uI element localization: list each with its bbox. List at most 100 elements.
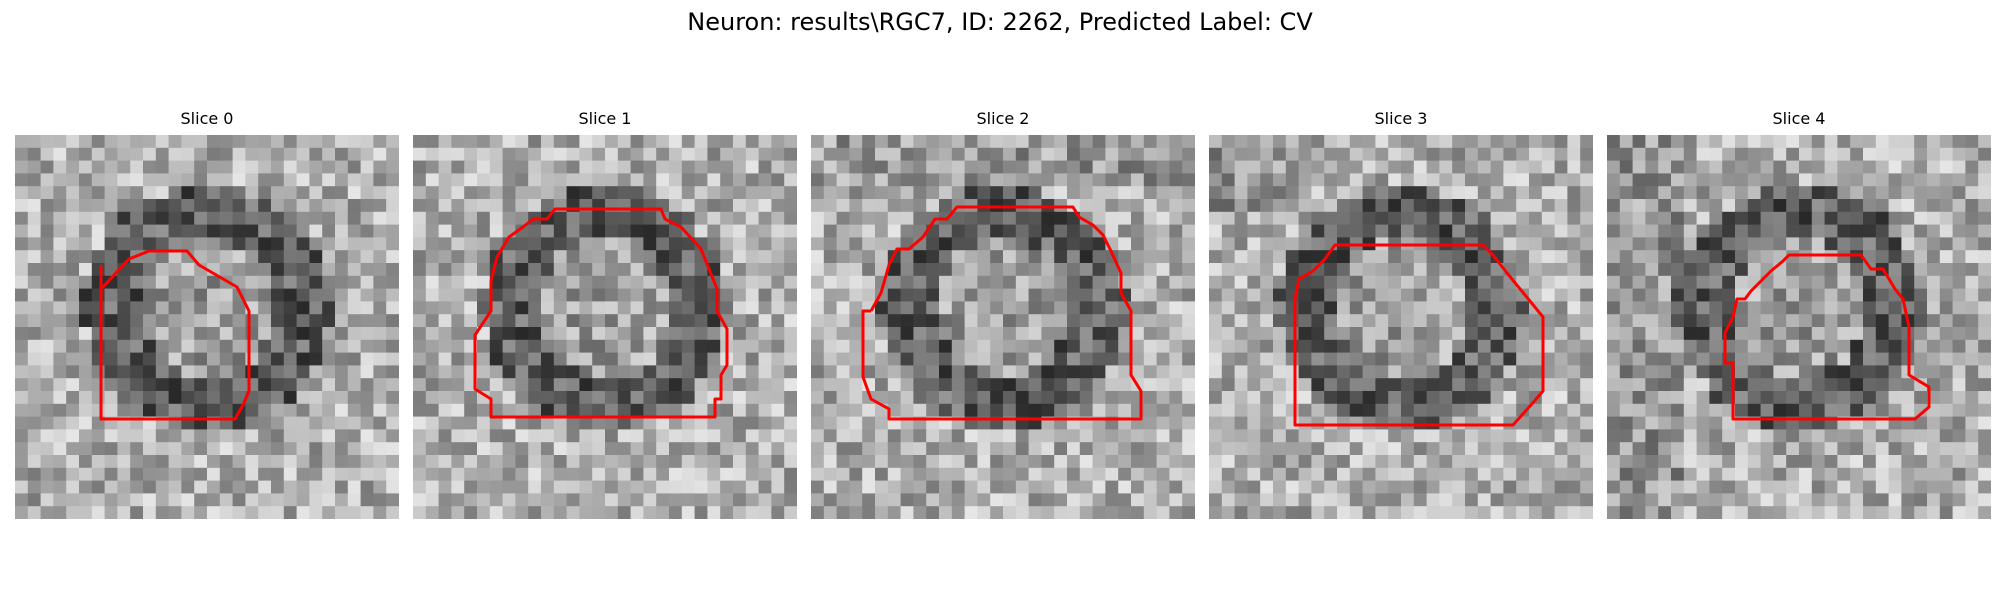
- image-pixel: [15, 173, 29, 187]
- image-pixel: [720, 237, 734, 251]
- image-pixel: [1965, 263, 1979, 277]
- image-pixel: [1003, 327, 1017, 341]
- image-pixel: [977, 275, 991, 290]
- image-pixel: [630, 135, 644, 149]
- image-pixel: [1401, 211, 1415, 226]
- image-pixel: [1413, 506, 1428, 519]
- image-pixel: [951, 160, 966, 174]
- image-pixel: [373, 263, 387, 277]
- image-pixel: [413, 442, 427, 456]
- image-pixel: [875, 263, 889, 277]
- image-pixel: [707, 506, 721, 519]
- image-pixel: [541, 467, 555, 482]
- image-pixel: [1054, 250, 1068, 264]
- image-pixel: [617, 403, 632, 418]
- image-pixel: [91, 455, 106, 469]
- image-pixel: [283, 455, 298, 469]
- image-pixel: [811, 429, 825, 443]
- image-pixel: [194, 237, 208, 251]
- image-pixel: [1516, 442, 1530, 456]
- image-pixel: [232, 365, 246, 379]
- image-pixel: [194, 327, 208, 341]
- image-pixel: [1324, 506, 1338, 519]
- image-pixel: [733, 352, 747, 366]
- image-pixel: [1067, 288, 1081, 302]
- image-pixel: [1388, 352, 1402, 366]
- image-pixel: [1003, 467, 1017, 482]
- image-pixel: [1324, 365, 1338, 379]
- image-pixel: [566, 314, 580, 328]
- image-pixel: [1965, 301, 1979, 315]
- image-pixel: [1247, 378, 1261, 392]
- image-pixel: [91, 442, 106, 456]
- image-pixel: [1607, 378, 1621, 392]
- image-pixel: [1914, 301, 1928, 315]
- image-pixel: [1079, 378, 1094, 392]
- image-pixel: [1169, 455, 1183, 469]
- image-pixel: [104, 493, 118, 507]
- image-pixel: [939, 147, 953, 162]
- image-pixel: [1863, 442, 1877, 456]
- image-pixel: [91, 467, 106, 482]
- image-pixel: [413, 237, 427, 251]
- image-pixel: [347, 173, 362, 187]
- image-pixel: [489, 327, 504, 341]
- image-pixel: [373, 378, 387, 392]
- image-pixel: [1529, 147, 1543, 162]
- image-pixel: [489, 442, 504, 456]
- image-pixel: [617, 186, 632, 200]
- image-pixel: [207, 365, 221, 379]
- image-pixel: [168, 339, 182, 354]
- image-pixel: [926, 378, 940, 392]
- image-pixel: [15, 211, 29, 226]
- image-pixel: [1221, 288, 1236, 302]
- image-pixel: [1658, 263, 1672, 277]
- image-pixel: [1285, 455, 1300, 469]
- image-pixel: [656, 480, 670, 494]
- image-pixel: [425, 135, 440, 149]
- image-pixel: [1324, 314, 1338, 328]
- image-pixel: [181, 186, 195, 200]
- image-pixel: [1054, 160, 1068, 174]
- image-pixel: [964, 467, 978, 482]
- image-pixel: [1362, 135, 1376, 149]
- image-pixel: [425, 467, 440, 482]
- image-pixel: [875, 339, 889, 354]
- image-pixel: [489, 288, 504, 302]
- image-pixel: [502, 480, 516, 494]
- image-pixel: [1337, 442, 1351, 456]
- image-pixel: [1516, 403, 1530, 418]
- image-pixel: [1105, 493, 1119, 507]
- image-pixel: [104, 455, 118, 469]
- image-pixel: [643, 429, 657, 443]
- image-pixel: [1426, 467, 1440, 482]
- image-pixel: [502, 506, 516, 519]
- image-pixel: [1003, 339, 1017, 354]
- image-pixel: [322, 416, 336, 430]
- image-pixel: [1850, 442, 1864, 456]
- image-pixel: [720, 250, 734, 264]
- image-pixel: [1709, 160, 1723, 174]
- image-pixel: [656, 391, 670, 405]
- image-pixel: [964, 147, 978, 162]
- image-pixel: [771, 147, 785, 162]
- image-pixel: [66, 327, 80, 341]
- image-pixel: [1079, 135, 1094, 149]
- image-pixel: [1965, 224, 1979, 238]
- image-pixel: [413, 467, 427, 482]
- image-pixel: [502, 314, 516, 328]
- image-pixel: [1490, 224, 1504, 238]
- image-pixel: [758, 506, 772, 519]
- image-pixel: [1914, 416, 1928, 430]
- image-pixel: [643, 455, 657, 469]
- image-pixel: [451, 493, 465, 507]
- image-pixel: [1696, 403, 1710, 418]
- image-pixel: [360, 147, 374, 162]
- image-pixel: [1337, 186, 1351, 200]
- image-pixel: [913, 339, 927, 354]
- image-pixel: [117, 173, 131, 187]
- image-pixel: [245, 403, 259, 418]
- image-pixel: [207, 301, 221, 315]
- image-pixel: [1452, 467, 1466, 482]
- image-pixel: [1927, 160, 1941, 174]
